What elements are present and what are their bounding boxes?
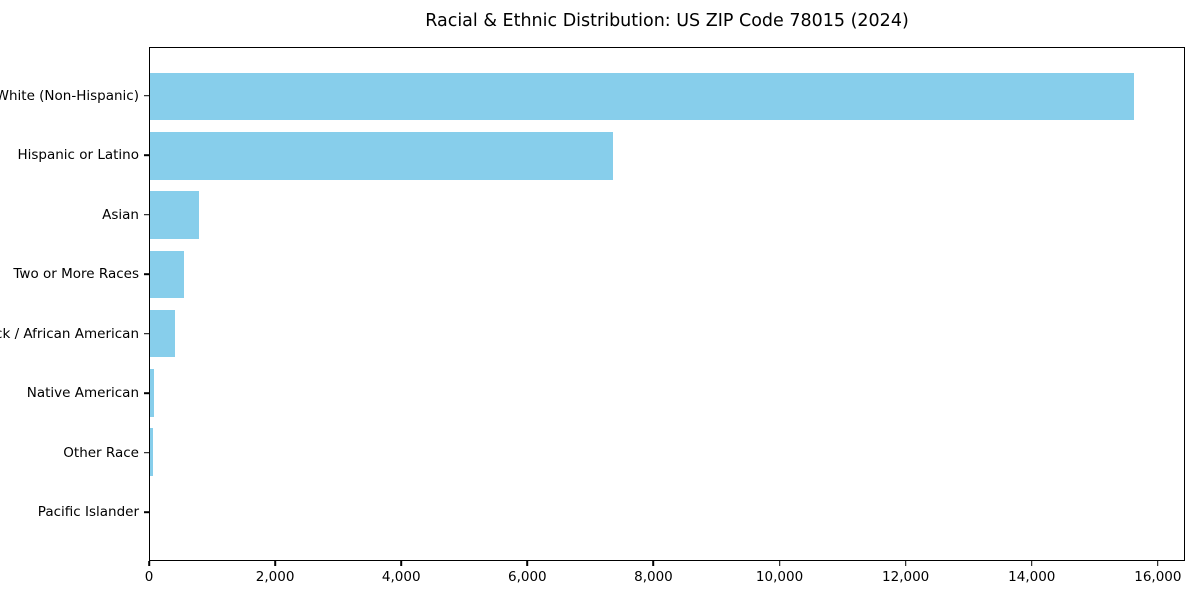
x-tick-label: 0 [144, 569, 154, 585]
x-tick-label: 10,000 [755, 569, 804, 585]
y-tick-mark [144, 273, 149, 276]
y-tick-label: White (Non-Hispanic) [0, 87, 139, 104]
x-tick-label: 4,000 [381, 569, 421, 585]
x-tick-label: 12,000 [882, 569, 930, 585]
bar-native-american [150, 369, 155, 417]
x-tick-mark [400, 561, 403, 566]
x-tick-mark [1157, 561, 1159, 566]
y-tick-label: Two or More Races [13, 266, 139, 283]
x-tick-mark [778, 561, 781, 566]
y-tick-label: Pacific Islander [37, 504, 139, 521]
y-tick-label: Asian [102, 206, 139, 223]
x-tick-label: 2,000 [255, 569, 295, 585]
x-axis: 0 2,000 4,000 6,000 8,000 10,000 12,000 14,000 1… [145, 561, 1185, 597]
y-tick-mark [144, 451, 149, 454]
x-tick-label: 16,000 [1134, 569, 1182, 585]
x-tick-mark [904, 561, 907, 566]
x-tick-mark [274, 561, 276, 566]
bar-asian [150, 191, 200, 239]
bar-white-non-hispanic [150, 72, 1135, 121]
bar-two-or-more-races [150, 250, 184, 299]
y-tick-label: Native American [26, 385, 139, 402]
x-tick-mark [652, 561, 655, 566]
x-tick-mark [1030, 561, 1033, 566]
chart-title: Racial & Ethnic Distribution: US ZIP Cod… [425, 11, 909, 31]
y-tick-label: Hispanic or Latino [17, 147, 139, 164]
y-tick-mark [144, 392, 149, 395]
y-tick-mark [144, 213, 149, 216]
y-tick-mark [144, 332, 149, 335]
bar-hispanic-or-latino [150, 132, 614, 180]
y-tick-mark [144, 94, 149, 97]
bar-other-race [150, 428, 154, 476]
bar-black-african-american [150, 309, 176, 358]
x-tick-label: 14,000 [1008, 569, 1056, 585]
y-axis: White (Non-Hispanic) Hispanic or Latino As… [0, 47, 149, 561]
plot-area [149, 47, 1185, 561]
x-tick-mark [148, 561, 150, 566]
x-tick-label: 6,000 [508, 569, 547, 585]
y-tick-label: Other Race [63, 444, 139, 461]
y-tick-mark [144, 511, 149, 513]
y-tick-label: Black / African American [0, 325, 139, 342]
y-tick-mark [144, 154, 149, 157]
x-tick-label: 8,000 [634, 569, 673, 585]
x-tick-mark [526, 561, 529, 566]
